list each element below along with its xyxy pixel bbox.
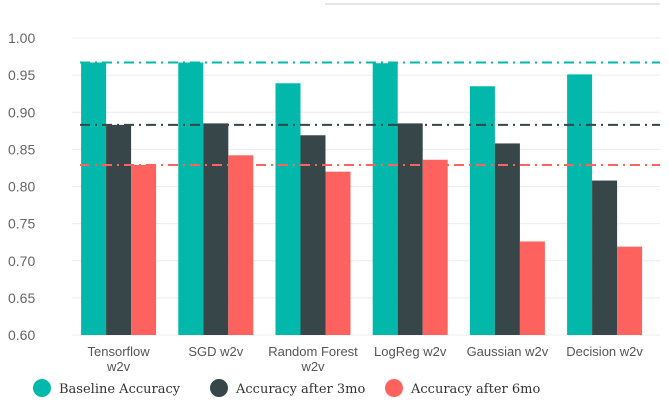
legend-label: Accuracy after 3mo — [235, 382, 365, 397]
y-tick-label: 0.75 — [8, 216, 35, 232]
legend-swatch — [385, 379, 403, 397]
bar-0-1[interactable] — [178, 62, 204, 335]
y-tick-label: 0.95 — [8, 67, 35, 83]
bar-0-2[interactable] — [275, 83, 301, 335]
y-tick-label: 0.65 — [8, 290, 35, 306]
bar-2-3[interactable] — [422, 159, 448, 335]
x-tick-label: SGD w2v — [188, 344, 243, 359]
bar-0-3[interactable] — [372, 63, 398, 336]
bar-1-5[interactable] — [592, 180, 618, 335]
y-tick-label: 0.85 — [8, 141, 35, 157]
bar-2-1[interactable] — [228, 155, 254, 335]
bar-1-0[interactable] — [106, 124, 132, 335]
y-tick-label: 0.60 — [8, 327, 35, 343]
y-tick-label: 1.00 — [8, 30, 35, 46]
bar-0-5[interactable] — [567, 74, 593, 335]
bar-0-4[interactable] — [469, 86, 495, 335]
legend-swatch — [33, 379, 51, 397]
bar-2-5[interactable] — [617, 246, 643, 335]
bar-0-0[interactable] — [81, 62, 107, 335]
y-tick-label: 0.90 — [8, 104, 35, 120]
legend-label: Baseline Accuracy — [59, 382, 181, 397]
x-tick-label: Random Forest w2v — [268, 344, 358, 374]
y-tick-label: 0.70 — [8, 253, 35, 269]
x-tick-label: LogReg w2v — [374, 344, 447, 359]
bar-1-2[interactable] — [300, 135, 326, 335]
bar-1-4[interactable] — [494, 143, 520, 335]
legend-swatch — [210, 379, 228, 397]
bar-2-0[interactable] — [131, 164, 157, 335]
bar-2-2[interactable] — [325, 171, 351, 335]
x-tick-label: Gaussian w2v — [467, 344, 549, 359]
bar-1-3[interactable] — [397, 123, 423, 335]
bar-2-4[interactable] — [519, 241, 545, 335]
y-tick-label: 0.80 — [8, 179, 35, 195]
bar-1-1[interactable] — [203, 123, 229, 335]
x-tick-label: Tensorflow w2v — [88, 344, 151, 374]
x-tick-label: Decision w2v — [566, 344, 643, 359]
legend-label: Accuracy after 6mo — [410, 382, 540, 397]
